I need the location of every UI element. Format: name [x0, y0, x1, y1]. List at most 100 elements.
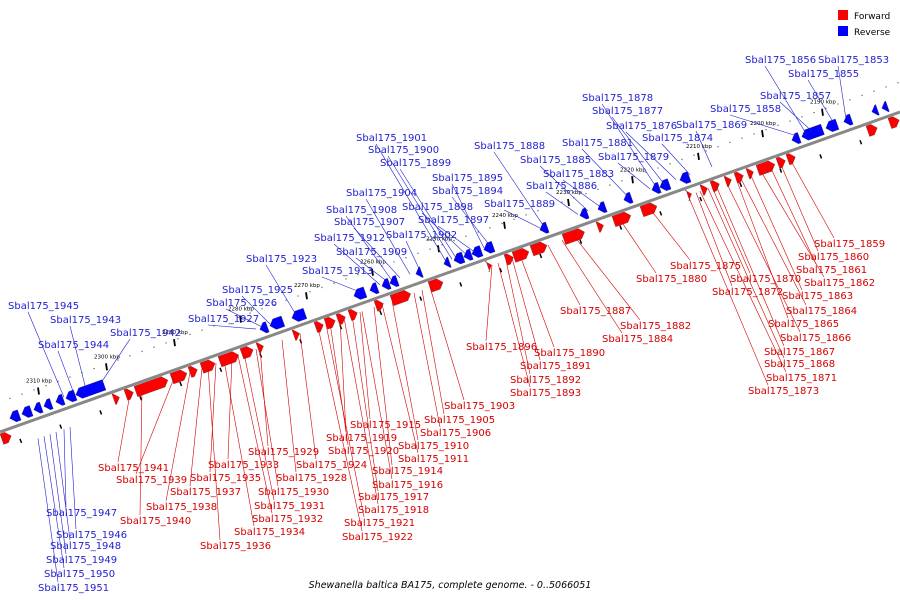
gene-label: Sbal175_1862	[804, 278, 875, 289]
label-leader	[749, 173, 803, 291]
gene-label: Sbal175_1931	[254, 501, 325, 512]
reverse-gene-shape	[369, 282, 380, 295]
ruler-tick-label: 2220 kbp	[620, 167, 646, 173]
reverse-gene-shape	[597, 201, 608, 213]
ruler-tick	[173, 339, 176, 347]
ruler-dot	[585, 192, 587, 195]
forward-gene-shape	[133, 376, 169, 397]
forward-gene	[865, 124, 878, 137]
label-leader	[339, 319, 347, 433]
gene-label: Sbal175_1945	[8, 301, 79, 312]
forward-gene	[335, 313, 346, 326]
forward-gene	[503, 253, 514, 266]
label-leader	[545, 191, 579, 215]
ruler-dot	[501, 222, 503, 225]
reverse-gene	[75, 379, 107, 399]
gene-label: Sbal175_1857	[760, 91, 831, 102]
label-leader	[539, 165, 589, 212]
label-leader	[69, 325, 87, 390]
label-leader	[759, 169, 825, 278]
forward-gene-shape	[561, 228, 585, 245]
gene-label: Sbal175_1887	[560, 306, 631, 317]
gene-label: Sbal175_1938	[146, 502, 217, 513]
forward-gene	[733, 171, 744, 184]
ruler-dot	[681, 158, 683, 161]
label-leader	[601, 103, 657, 187]
gene-label: Sbal175_1929	[248, 447, 319, 458]
reverse-gene-shape	[443, 256, 452, 268]
gene-label: Sbal175_1902	[386, 230, 457, 241]
caption: Shewanella baltica BA175, complete genom…	[309, 580, 592, 591]
ruler-dot	[741, 137, 743, 139]
forward-gene-shape	[611, 211, 631, 227]
ruler-dot	[321, 286, 323, 289]
ruler-dot	[201, 329, 203, 331]
gene-label: Sbal175_1925	[222, 285, 293, 296]
gene-track	[0, 100, 900, 445]
label-leader	[317, 326, 363, 532]
reverse-gene-shape	[381, 278, 392, 290]
ruler-dot	[621, 180, 623, 182]
backbone-tick	[379, 310, 383, 316]
forward-gene-shape	[111, 393, 120, 405]
reverse-gene-shape	[291, 308, 308, 322]
label-leader	[649, 208, 691, 261]
label-leader	[711, 186, 751, 274]
gene-label: Sbal175_1861	[796, 265, 867, 276]
backbone-tick	[579, 239, 583, 245]
backbone-tick	[699, 196, 703, 202]
reverse-gene	[843, 113, 854, 126]
ruler-dot	[525, 214, 527, 216]
label-leader	[57, 350, 75, 394]
gene-label: Sbal175_1896	[466, 342, 537, 353]
reverse-gene	[389, 275, 400, 287]
ruler-dot	[129, 355, 131, 357]
forward-gene-shape	[217, 351, 239, 368]
reverse-gene	[623, 191, 634, 204]
label-leader	[617, 162, 651, 190]
ruler-dot	[273, 303, 275, 306]
gene-label: Sbal175_1865	[768, 319, 839, 330]
reverse-gene	[415, 266, 424, 278]
ruler-tick	[105, 363, 108, 371]
forward-gene	[755, 160, 775, 176]
forward-gene	[187, 365, 198, 378]
ruler-dot	[477, 231, 479, 233]
ruler-dot	[801, 116, 803, 118]
legend-forward-swatch	[838, 10, 848, 20]
forward-gene	[347, 309, 358, 321]
label-leader	[259, 347, 269, 447]
forward-gene	[111, 393, 120, 405]
forward-gene-shape	[755, 160, 775, 176]
gene-label: Sbal175_1853	[818, 55, 889, 66]
gene-label: Sbal175_1923	[246, 254, 317, 265]
gene-label: Sbal175_1926	[206, 298, 277, 309]
label-leader	[241, 295, 271, 325]
gene-label: Sbal175_1878	[582, 93, 653, 104]
ruler-tick	[697, 152, 700, 160]
ruler-dot	[717, 146, 719, 148]
gene-label: Sbal175_1894	[432, 186, 503, 197]
reverse-gene	[9, 409, 22, 423]
gene-label: Sbal175_1889	[484, 199, 555, 210]
gene-label: Sbal175_1941	[98, 463, 169, 474]
gene-label: Sbal175_1908	[326, 205, 397, 216]
gene-label: Sbal175_1898	[402, 202, 473, 213]
label-leader	[405, 240, 421, 271]
gene-label: Sbal175_1859	[814, 239, 885, 250]
backbone-tick	[139, 395, 143, 401]
ruler-dot	[777, 124, 779, 127]
forward-gene-shape	[389, 290, 411, 306]
reverse-gene-shape	[259, 321, 270, 334]
label-leader	[321, 276, 361, 293]
label-leader	[437, 225, 475, 252]
gene-label: Sbal175_1936	[200, 541, 271, 552]
reverse-gene	[471, 245, 484, 258]
gene-label: Sbal175_1883	[543, 169, 614, 180]
ruler-dot	[33, 389, 35, 391]
forward-gene	[611, 211, 631, 227]
reverse-gene	[381, 278, 392, 290]
gene-label: Sbal175_1874	[642, 133, 713, 144]
label-leader	[725, 181, 801, 333]
forward-gene-shape	[595, 221, 604, 233]
